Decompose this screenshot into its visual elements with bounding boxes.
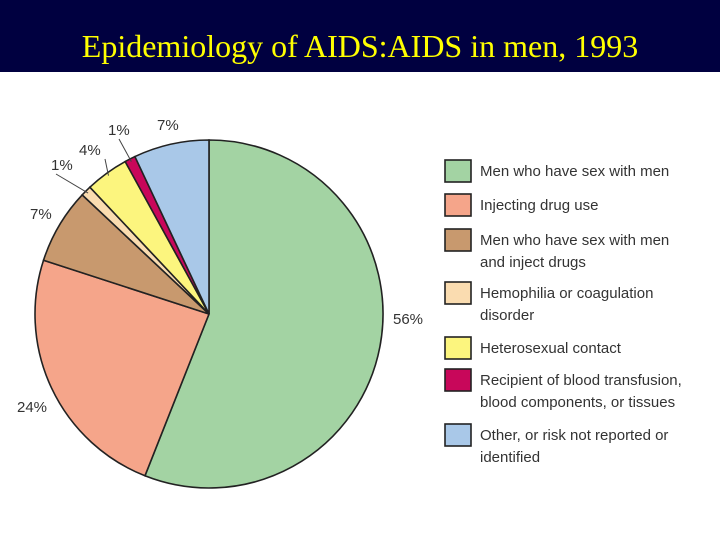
slice-label-msm: 56% [393, 311, 423, 328]
pie-slices [34, 139, 384, 489]
legend-label-idu: Injecting drug use [480, 197, 598, 214]
legend-swatch-msm-idu [444, 228, 472, 252]
slide-title: Epidemiology of AIDS:AIDS in men, 1993 [81, 28, 639, 64]
pie-slice-other [133, 139, 210, 315]
legend-swatch-transfusion [444, 368, 472, 392]
legend-swatch-hemophilia [444, 281, 472, 305]
legend-swatch-idu [444, 193, 472, 217]
legend-item-hemophilia: Hemophilia or coagulation disorder [444, 281, 653, 324]
slice-labels: 56% 24% 7% 1% 4% 1% 7% [17, 117, 423, 416]
slice-label-msm-idu: 7% [30, 206, 52, 223]
legend-label-other: identified [480, 449, 540, 466]
legend-swatch-msm [444, 159, 472, 183]
legend-label-msm: Men who have sex with men [480, 163, 669, 180]
legend-item-transfusion: Recipient of blood transfusion, blood com… [444, 368, 682, 411]
legend-label-hemophilia: Hemophilia or coagulation [480, 285, 653, 302]
legend-label-heterosexual: Heterosexual contact [480, 340, 622, 357]
slice-label-transfusion: 1% [108, 122, 130, 139]
title-bar [0, 0, 720, 72]
slice-label-heterosexual: 4% [79, 142, 101, 159]
legend-item-idu: Injecting drug use [444, 193, 598, 217]
legend-label-transfusion: blood components, or tissues [480, 394, 675, 411]
legend-label-msm-idu: Men who have sex with men [480, 232, 669, 249]
pie-slice-idu [34, 259, 211, 477]
leader-line-heterosexual [104, 158, 109, 176]
legend-swatch-heterosexual [444, 336, 472, 360]
legend-label-other: Other, or risk not reported or [480, 427, 668, 444]
legend-label-transfusion: Recipient of blood transfusion, [480, 372, 682, 389]
pie-slice-msm [143, 139, 384, 489]
legend: Men who have sex with men Injecting drug … [444, 159, 682, 466]
legend-label-hemophilia: disorder [480, 307, 534, 324]
pie-chart: 56% 24% 7% 1% 4% 1% 7% Men who have sex with m… [17, 117, 682, 489]
legend-swatch-other [444, 423, 472, 447]
leader-line-hemophilia [55, 173, 89, 194]
slice-label-other: 7% [157, 117, 179, 134]
legend-item-msm-idu: Men who have sex with men and inject drug… [444, 228, 669, 271]
slice-label-idu: 24% [17, 399, 47, 416]
legend-label-msm-idu: and inject drugs [480, 254, 586, 271]
legend-item-other: Other, or risk not reported or identified [444, 423, 668, 466]
leader-lines [55, 138, 132, 194]
legend-item-msm: Men who have sex with men [444, 159, 669, 183]
leader-line-transfusion [118, 138, 132, 162]
slice-label-hemophilia: 1% [51, 157, 73, 174]
legend-item-heterosexual: Heterosexual contact [444, 336, 622, 360]
